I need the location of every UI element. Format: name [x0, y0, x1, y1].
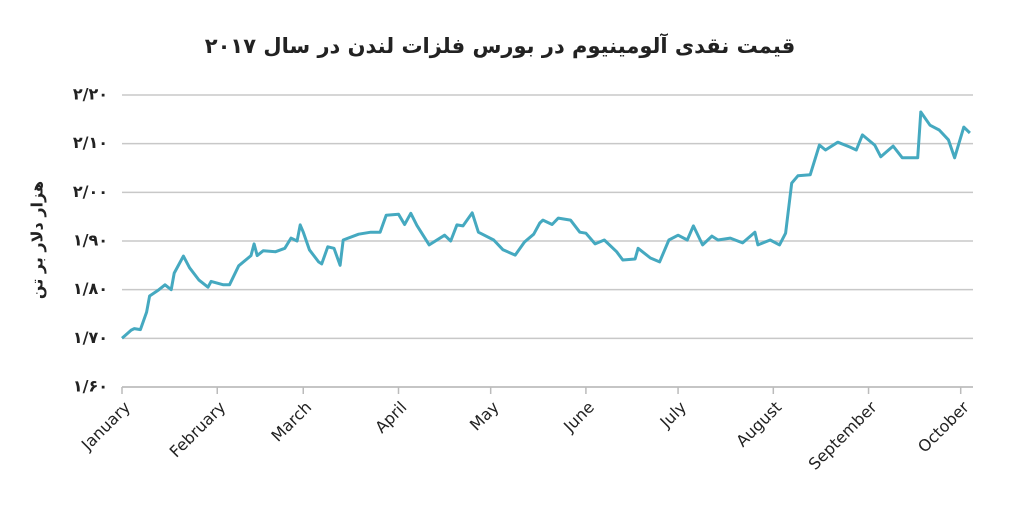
x-tick-label: June [559, 398, 598, 437]
price-line [121, 110, 971, 340]
x-tick-label: March [267, 398, 315, 446]
x-tick-label: February [166, 398, 230, 462]
y-tick-label: ۱/۷۰ [73, 328, 108, 347]
y-tick-label: ۱/۸۰ [73, 279, 108, 298]
y-tick-label: ۲/۲۰ [73, 85, 108, 104]
y-tick-label: ۱/۹۰ [73, 231, 108, 250]
x-tick-label: May [466, 398, 503, 435]
y-tick-label: ۲/۰۰ [73, 182, 108, 201]
x-tick-label: July [656, 398, 690, 432]
x-tick-label: August [732, 398, 785, 451]
x-tick-label: October [914, 397, 973, 456]
chart-title: قیمت نقدی آلومینیوم در بورس فلزات لندن د… [205, 33, 795, 58]
y-tick-label: ۱/۶۰ [73, 377, 108, 396]
x-tick-label: April [371, 398, 410, 437]
y-axis-label: هزار دلار بر تن [28, 181, 47, 299]
x-tick-label: January [77, 398, 134, 455]
x-tick-label: September [805, 397, 881, 473]
y-tick-label: ۲/۱۰ [73, 133, 108, 152]
